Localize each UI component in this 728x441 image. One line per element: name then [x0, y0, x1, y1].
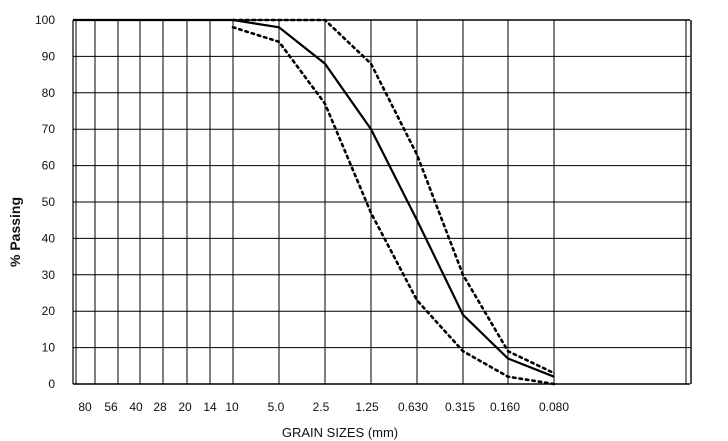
data-point [462, 350, 464, 353]
y-tick-label: 0 [48, 377, 55, 391]
data-point [416, 219, 418, 221]
y-axis-label: % Passing [7, 197, 23, 267]
y-tick-label: 30 [42, 268, 56, 282]
x-axis-label: GRAIN SIZES (mm) [282, 425, 398, 440]
grading-line-solid [73, 18, 555, 378]
y-tick-label: 60 [42, 159, 56, 173]
data-point [553, 383, 555, 385]
data-point [324, 102, 326, 105]
x-tick-label: 14 [203, 400, 217, 414]
x-tick-label: 0.080 [539, 400, 569, 414]
x-tick-labels: 80 56 40 28 20 14 10 5.0 2.5 1.25 0.630 0.315 0.160 0… [78, 400, 569, 414]
data-point [232, 26, 234, 29]
y-tick-label: 80 [42, 86, 56, 100]
data-point [324, 19, 326, 21]
grading-line-dotted [231, 26, 556, 386]
x-tick-label: 0.315 [445, 400, 475, 414]
y-tick-label: 50 [42, 195, 56, 209]
series-layer [73, 18, 556, 386]
data-point [507, 357, 509, 360]
data-point [370, 128, 372, 130]
data-point [370, 212, 372, 214]
data-point [553, 372, 555, 374]
x-tick-label: 28 [153, 400, 167, 414]
y-tick-labels: 0 10 20 30 40 50 60 70 80 90 100 [35, 13, 55, 391]
data-point [507, 375, 509, 378]
y-tick-label: 100 [35, 13, 55, 27]
x-tick-label: 0.160 [490, 400, 520, 414]
x-tick-label: 56 [104, 400, 118, 414]
y-tick-label: 20 [42, 304, 56, 318]
data-point [507, 350, 509, 353]
x-tick-label: 40 [129, 400, 143, 414]
data-point [324, 62, 326, 65]
x-tick-label: 2.5 [313, 400, 330, 414]
x-tick-label: 20 [178, 400, 192, 414]
data-point [278, 26, 280, 29]
data-point [278, 41, 280, 43]
y-tick-label: 40 [42, 231, 56, 245]
x-tick-label: 10 [225, 400, 239, 414]
grading-line-dotted [231, 18, 556, 375]
data-point [553, 375, 555, 378]
x-tick-label: 1.25 [355, 400, 379, 414]
data-point [462, 274, 464, 276]
grid [72, 19, 692, 385]
data-point [462, 314, 464, 316]
data-point [232, 19, 234, 21]
data-point [416, 153, 418, 156]
y-tick-label: 90 [42, 49, 56, 63]
x-tick-label: 0.630 [398, 400, 428, 414]
y-tick-label: 10 [42, 341, 56, 355]
y-tick-label: 70 [42, 122, 56, 136]
data-point [278, 19, 280, 21]
x-tick-label: 5.0 [268, 400, 285, 414]
x-tick-label: 80 [78, 400, 92, 414]
data-point [370, 62, 372, 65]
data-point [416, 299, 418, 302]
